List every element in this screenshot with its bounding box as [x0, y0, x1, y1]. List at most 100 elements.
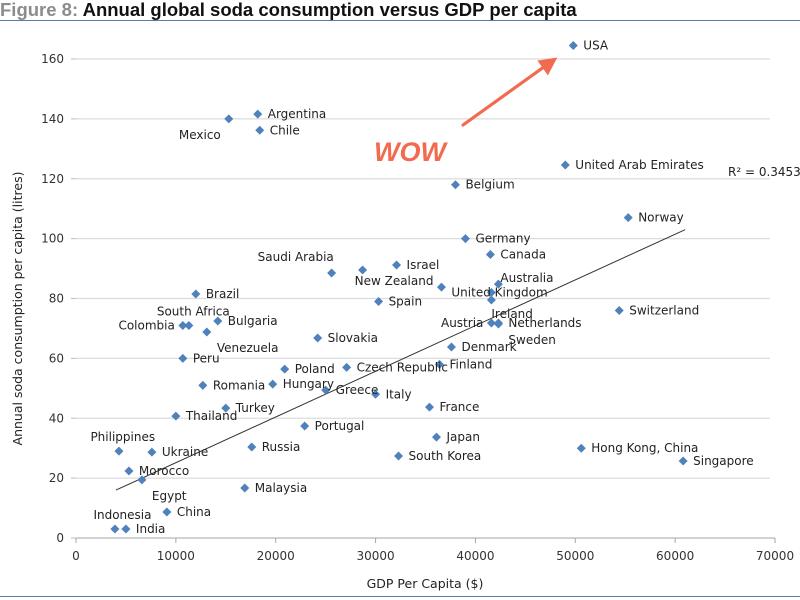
data-point [493, 319, 503, 329]
data-point [313, 333, 323, 343]
data-point [358, 265, 368, 275]
y-tick-label: 80 [49, 292, 64, 306]
figure-number: Figure 8: [0, 0, 79, 20]
data-point [431, 432, 441, 442]
y-tick-label: 100 [41, 232, 64, 246]
point-label: South Africa [157, 304, 230, 318]
x-tick-label: 50000 [556, 549, 594, 563]
point-label: Japan [445, 430, 479, 444]
point-label: Bulgaria [228, 314, 278, 328]
data-point [121, 524, 131, 534]
figure-title: Figure 8: Annual global soda consumption… [0, 0, 800, 20]
point-label: Austria [441, 316, 483, 330]
y-tick-label: 0 [56, 531, 64, 545]
data-point [253, 109, 263, 119]
point-label: Belgium [465, 178, 514, 192]
point-label: Slovakia [328, 331, 378, 345]
y-tick-label: 40 [49, 411, 64, 425]
point-label: Ukraine [162, 445, 208, 459]
point-label: Peru [193, 351, 220, 365]
footer-divider [0, 596, 800, 597]
point-label: Sweden [508, 333, 555, 347]
data-point [224, 114, 234, 124]
point-label: Argentina [268, 107, 327, 121]
point-label: United Arab Emirates [575, 158, 703, 172]
y-tick-label: 160 [41, 52, 64, 66]
point-label: Morocco [139, 464, 189, 478]
point-label: Israel [407, 258, 440, 272]
data-point [137, 475, 147, 485]
x-tick-label: 20000 [257, 549, 295, 563]
data-point [392, 260, 402, 270]
x-tick-label: 0 [72, 549, 80, 563]
x-tick-label: 30000 [356, 549, 394, 563]
x-tick-label: 10000 [157, 549, 195, 563]
point-label: Egypt [152, 489, 187, 503]
point-label: Italy [386, 387, 412, 401]
data-point [191, 289, 201, 299]
annotation-arrow-head [537, 57, 558, 76]
point-label: Poland [295, 362, 335, 376]
x-axis-title: GDP Per Capita ($) [367, 576, 484, 591]
data-point [434, 359, 444, 369]
data-point [321, 385, 331, 395]
point-label: Norway [638, 211, 684, 225]
data-point [202, 327, 212, 337]
point-label: Philippines [90, 430, 155, 444]
data-point [114, 446, 124, 456]
data-point [436, 282, 446, 292]
data-point [162, 507, 172, 517]
point-label: Malaysia [255, 481, 307, 495]
data-point [460, 234, 470, 244]
r-squared-label: R² = 0.3453 [728, 165, 800, 179]
annotation-group [461, 57, 558, 127]
wow-annotation: WOW [374, 137, 448, 167]
point-label: Singapore [693, 454, 754, 468]
point-label: Saudi Arabia [258, 250, 334, 264]
point-labels: USA Argentina Mexico Chile United Arab Emira… [90, 39, 753, 536]
point-label: Czech Republic [357, 360, 448, 374]
point-label: New Zealand [355, 274, 434, 288]
point-label: Canada [500, 247, 546, 261]
point-label: Australia [500, 271, 553, 285]
point-label: South Korea [409, 449, 482, 463]
data-points [110, 41, 688, 534]
point-label: Finland [449, 357, 492, 371]
point-label: Mexico [179, 128, 221, 142]
data-point [213, 316, 223, 326]
data-point [110, 524, 120, 534]
point-label: Ireland [491, 307, 533, 321]
point-label: India [136, 522, 165, 536]
data-point [280, 364, 290, 374]
gridlines [76, 58, 770, 479]
point-label: Colombia [118, 318, 174, 332]
data-point [446, 342, 456, 352]
data-point [255, 125, 265, 135]
data-point [198, 380, 208, 390]
data-point [614, 305, 624, 315]
axes: 0 20 40 60 80 100 120 140 160 0 10000 20000 30000 400… [41, 52, 794, 563]
data-point [623, 213, 633, 223]
data-point [268, 379, 278, 389]
data-point [374, 296, 384, 306]
x-tick-label: 60000 [656, 549, 694, 563]
data-point [221, 403, 231, 413]
point-label: Chile [270, 123, 300, 137]
data-point [184, 320, 194, 330]
point-label: Venezuela [217, 341, 279, 355]
point-label: Turkey [235, 401, 275, 415]
point-label: Russia [262, 440, 301, 454]
point-label: China [177, 505, 211, 519]
x-tick-label: 40000 [456, 549, 494, 563]
y-axis-title: Annual soda consumption per capita (litr… [10, 172, 25, 446]
data-point [493, 279, 503, 289]
point-label: Indonesia [93, 508, 151, 522]
data-point [486, 318, 496, 328]
data-point [178, 353, 188, 363]
point-label: Portugal [315, 419, 365, 433]
point-label: Thailand [185, 409, 238, 423]
point-label: Romania [213, 378, 265, 392]
point-label: Germany [475, 232, 530, 246]
point-label: Switzerland [629, 303, 699, 317]
data-point [485, 249, 495, 259]
